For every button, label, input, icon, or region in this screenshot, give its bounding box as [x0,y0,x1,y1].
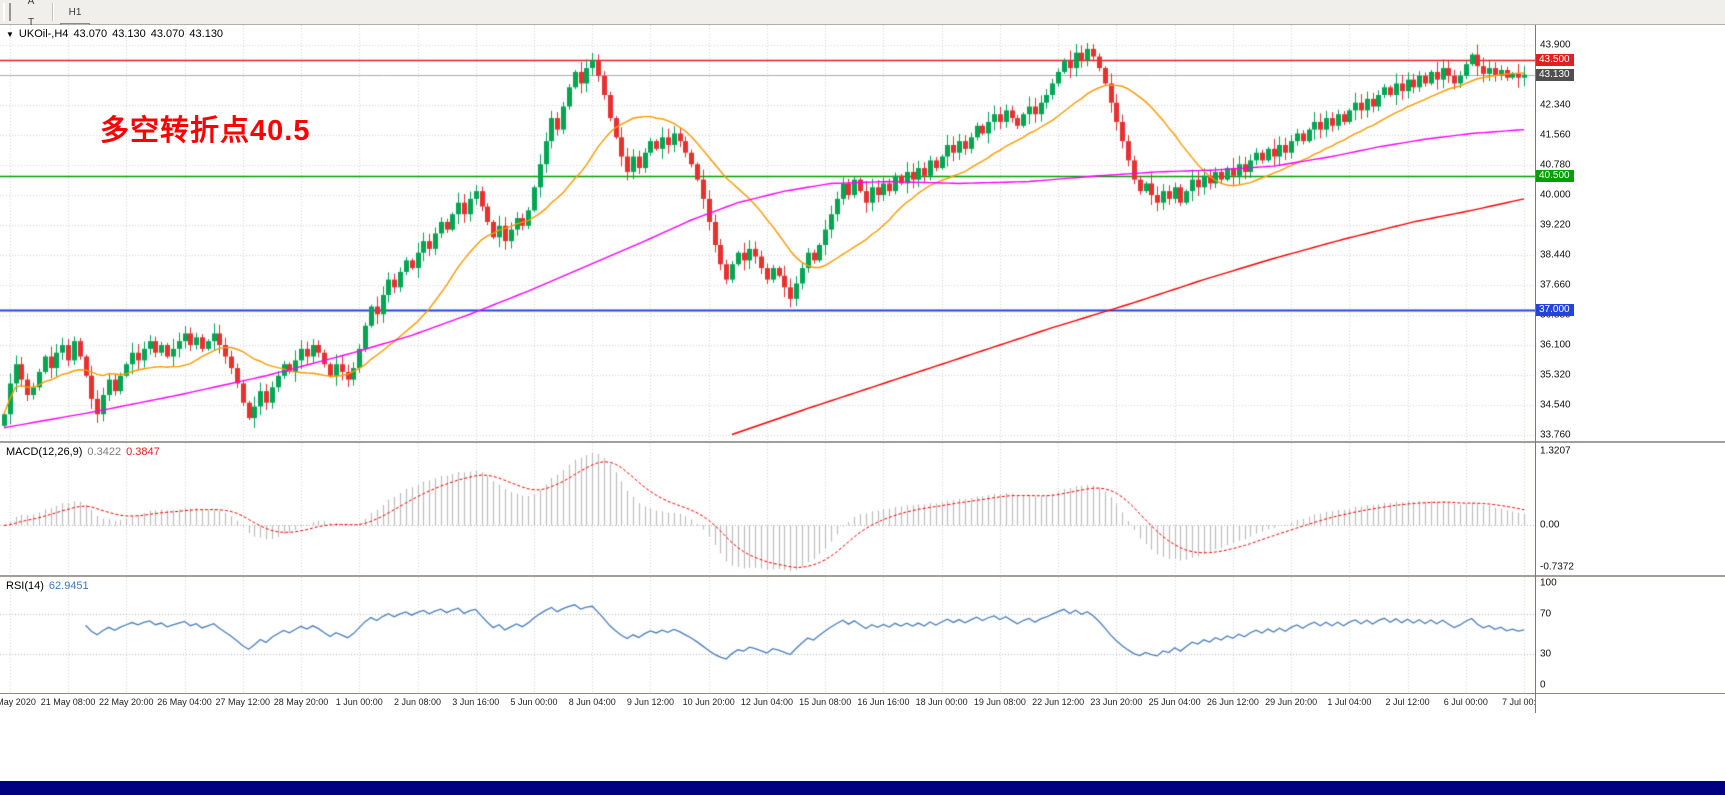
time-axis-label: 29 Jun 20:00 [1265,697,1318,707]
rsi-indicator-panel: RSI(14) 62.9451 [0,577,1725,694]
rsi-label: RSI(14) [6,580,44,592]
time-axis-label: 21 May 08:00 [40,697,96,707]
macd-main-value: 0.3422 [87,446,122,458]
main-chart-canvas[interactable] [0,25,1535,441]
rsi-axis-30: 30 [1540,648,1552,660]
macd-axis-max: 1.3207 [1540,445,1571,457]
price-badge-37.000: 37.000 [1536,304,1574,317]
price-tick-label: 35.320 [1540,369,1571,381]
ohlc-high: 43.130 [112,28,146,40]
main-chart-panel: ▼ UKOil-,H4 43.070 43.130 43.070 43.130 多空转折点… [0,25,1725,443]
cursor-tool-icon-button[interactable]: A [27,0,35,7]
price-axis[interactable]: 43.90043.12042.34041.56040.78040.00039.2… [1535,25,1725,713]
time-axis-label: 12 Jun 04:00 [740,697,793,707]
rsi-canvas[interactable] [0,577,1535,693]
ohlc-open: 43.070 [73,28,108,40]
status-bar [0,781,1725,795]
toolbar-separator [52,3,54,21]
time-axis-label: 26 May 04:00 [157,697,212,707]
ohlc-low: 43.070 [150,28,185,40]
macd-canvas[interactable] [0,443,1535,575]
time-axis-label: 22 Jun 12:00 [1032,697,1085,707]
macd-axis-zero: 0.00 [1540,519,1560,531]
symbol-dropdown-icon[interactable]: ▼ [6,29,14,39]
price-tick-label: 41.560 [1540,129,1571,141]
price-tick-label: 40.780 [1540,159,1571,171]
macd-indicator-panel: MACD(12,26,9) 0.3422 0.3847 [0,443,1725,577]
rsi-axis-100: 100 [1540,577,1557,589]
price-tick-label: 37.660 [1540,279,1571,291]
price-badge-40.500: 40.500 [1536,169,1574,182]
time-axis-label: 7 Jul 00:00 [1502,697,1535,707]
timeframe-button-h1[interactable]: H1 [68,6,82,18]
rsi-title: RSI(14) 62.9451 [6,580,94,592]
macd-axis-min: -0.7372 [1540,561,1574,573]
price-tick-label: 42.340 [1540,99,1571,111]
chart-annotation-text[interactable]: 多空转折点40.5 [100,115,311,147]
time-axis-label: 9 Jun 12:00 [626,697,674,707]
time-axis-label: 26 Jun 12:00 [1206,697,1259,707]
rsi-axis-70: 70 [1540,608,1552,620]
rsi-axis-0: 0 [1540,679,1546,691]
time-axis-label: 2 Jul 12:00 [1385,697,1430,707]
macd-label: MACD(12,26,9) [6,446,83,458]
price-badge-43.500: 43.500 [1536,54,1574,67]
time-axis-label: 22 May 20:00 [99,697,154,707]
toolbar-grip[interactable] [3,3,11,21]
rsi-value: 62.9451 [48,580,89,592]
price-tick-label: 34.540 [1540,399,1571,411]
time-axis-label: 6 Jul 00:00 [1443,697,1488,707]
time-axis-label: 27 May 12:00 [215,697,271,707]
price-tick-label: 36.100 [1540,339,1571,351]
time-axis-label: 18 Jun 00:00 [915,697,968,707]
time-axis-label: 8 Jun 04:00 [568,697,616,707]
time-axis-label: 1 Jun 00:00 [335,697,383,707]
symbol-label: UKOil-,H4 [18,28,69,40]
time-axis-label: 5 Jun 00:00 [510,697,558,707]
time-axis-label: 25 Jun 04:00 [1148,697,1201,707]
price-tick-label: 40.000 [1540,189,1571,201]
time-axis-label: 23 Jun 20:00 [1090,697,1143,707]
ohlc-close: 43.130 [189,28,224,40]
price-tick-label: 43.900 [1540,39,1571,51]
price-badge-43.130: 43.130 [1536,68,1574,81]
time-axis-label: 2 Jun 08:00 [393,697,442,707]
text-tool-icon-button[interactable]: T [27,17,35,28]
time-axis-label: 16 Jun 16:00 [857,697,910,707]
time-axis-label: 3 Jun 16:00 [452,697,500,707]
time-axis-label: 15 Jun 08:00 [799,697,852,707]
price-tick-label: 38.440 [1540,249,1571,261]
time-axis-label: 20 May 2020 [0,697,36,707]
chart-title: ▼ UKOil-,H4 43.070 43.130 43.070 43.130 [6,28,228,40]
time-axis-label: 28 May 20:00 [273,697,329,707]
time-axis-label: 19 Jun 08:00 [973,697,1026,707]
price-tick-label: 33.760 [1540,429,1571,441]
time-axis-label: 1 Jul 04:00 [1327,697,1372,707]
price-tick-label: 39.220 [1540,219,1571,231]
macd-title: MACD(12,26,9) 0.3422 0.3847 [6,446,165,458]
toolbar: ▦AT✏▾ M1M5M15M30H1H4D1W1MN [0,0,1725,102]
macd-signal-value: 0.3847 [126,446,160,458]
time-axis-label: 10 Jun 20:00 [682,697,735,707]
